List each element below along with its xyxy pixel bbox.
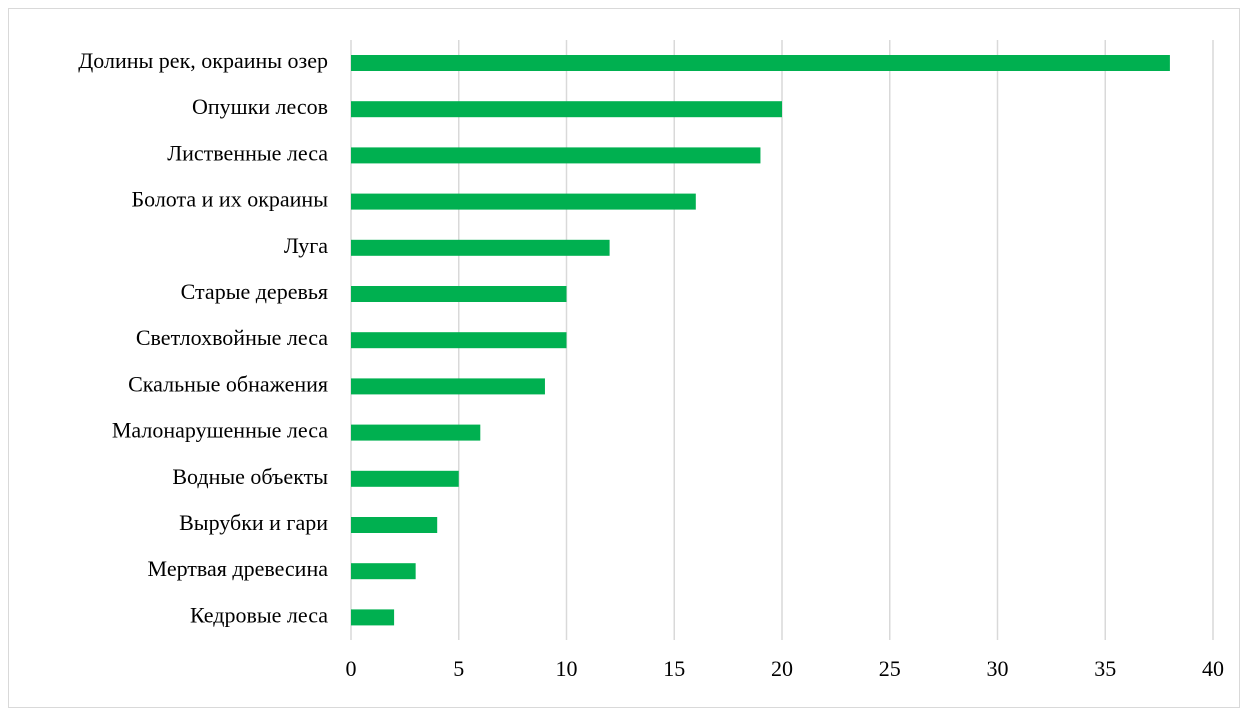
bar (351, 517, 438, 533)
category-label: Старые деревья (181, 279, 328, 304)
category-label: Долины рек, окраины озер (78, 48, 328, 73)
category-label: Малонарушенные леса (112, 418, 328, 443)
category-label: Светлохвойные леса (136, 325, 328, 350)
category-label: Водные объекты (172, 464, 328, 489)
bar (351, 332, 567, 349)
category-label-layer: Долины рек, окраины озер Опушки лесов Лист… (78, 48, 328, 627)
bar (351, 378, 545, 395)
bar (351, 147, 761, 164)
x-tick-label: 5 (453, 656, 464, 681)
category-label: Вырубки и гари (179, 510, 328, 535)
bar (351, 193, 696, 210)
grid-layer (350, 40, 1214, 640)
x-tick-label: 30 (987, 656, 1009, 681)
category-label: Кедровые леса (190, 602, 328, 627)
category-label: Луга (284, 233, 328, 258)
category-label: Скальные обнажения (128, 371, 328, 396)
category-label: Опушки лесов (192, 94, 328, 119)
x-tick-label: 40 (1202, 656, 1224, 681)
tick-label-layer: 0 5 10 15 20 25 30 35 40 (346, 656, 1225, 681)
bar (351, 609, 395, 626)
x-tick-label: 10 (556, 656, 578, 681)
chart-frame (8, 8, 1240, 708)
x-tick-label: 35 (1094, 656, 1116, 681)
x-tick-label: 15 (663, 656, 685, 681)
category-label: Лиственные леса (167, 140, 328, 165)
bar (351, 470, 459, 487)
x-tick-label: 25 (879, 656, 901, 681)
bar (351, 424, 481, 441)
bar (351, 286, 567, 302)
x-tick-label: 20 (771, 656, 793, 681)
bar (351, 101, 782, 118)
x-tick-label: 0 (346, 656, 357, 681)
bar-layer (351, 55, 1170, 626)
bar (351, 563, 416, 580)
category-label: Мертвая древесина (148, 556, 329, 581)
category-label: Болота и их окраины (131, 187, 328, 212)
bar (351, 239, 610, 256)
bar (351, 55, 1170, 71)
